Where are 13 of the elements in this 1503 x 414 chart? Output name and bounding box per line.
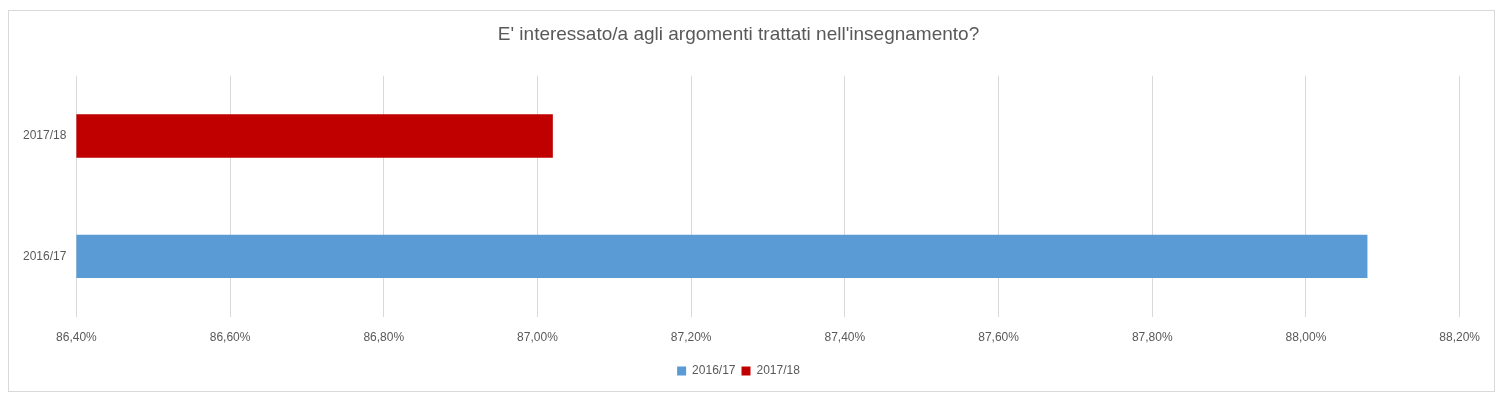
chart-title: E' interessato/a agli argomenti trattati nell'insegnamento?	[497, 22, 980, 44]
x-tick-label: 87,40%	[824, 330, 866, 345]
x-tick-label: 88,20%	[1439, 330, 1481, 345]
x-tick-label: 87,80%	[1131, 330, 1173, 345]
legend-label: 2016/17	[692, 363, 736, 378]
x-tick-label: 88,00%	[1285, 330, 1327, 345]
legend-label: 2017/18	[756, 363, 801, 378]
x-tick-label: 87,60%	[978, 330, 1020, 345]
x-tick-label: 86,80%	[363, 330, 405, 345]
x-tick-label: 86,40%	[56, 330, 98, 345]
x-tick-label: 87,00%	[517, 330, 559, 345]
x-tick-label: 87,20%	[670, 330, 712, 345]
x-tick-label: 86,60%	[209, 330, 251, 345]
